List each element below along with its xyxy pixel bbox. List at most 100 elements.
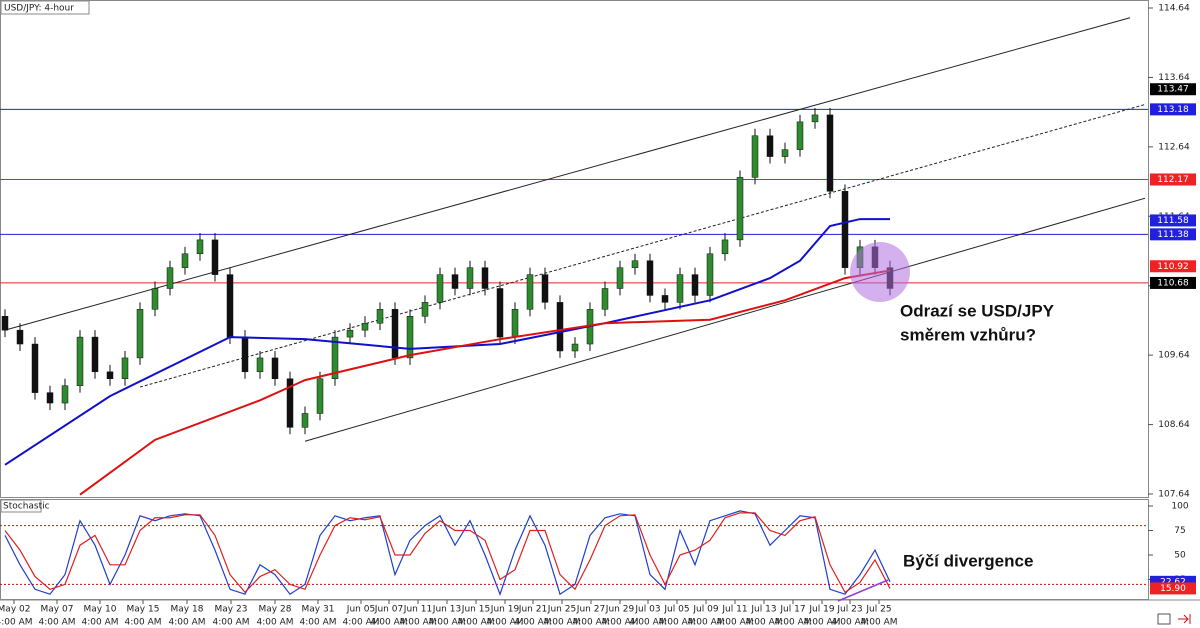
candle-body (361, 322, 369, 331)
x-tick-label: May 28 (259, 605, 292, 615)
x-tick-label: Jul 23 (836, 605, 862, 615)
candle-body (661, 295, 669, 303)
price-label-box (1150, 103, 1196, 116)
candle-body (451, 274, 459, 289)
x-tick-label: Jun 25 (547, 605, 576, 615)
candle-body (196, 239, 204, 255)
x-time-label: 4:00 AM (861, 618, 898, 628)
candle-body (526, 274, 534, 310)
candle-body (286, 378, 294, 428)
y-tick-label: 109.64 (1158, 351, 1190, 361)
x-tick-label: Jul 17 (779, 605, 805, 615)
price-pane (0, 0, 1149, 498)
x-tick-label: Jul 05 (663, 605, 689, 615)
candle-body (646, 260, 654, 296)
candle-body (766, 135, 774, 157)
x-time-label: 4:00 AM (659, 618, 696, 628)
candle-body (691, 274, 699, 296)
candle-body (841, 191, 849, 268)
x-time-label: 4:00 AM (544, 618, 581, 628)
x-tick-label: Jun 19 (490, 605, 520, 615)
x-tick-label: May 15 (127, 605, 160, 615)
price-label-box (1150, 260, 1196, 273)
candle-body (496, 288, 504, 338)
x-tick-label: Jul 25 (865, 605, 891, 615)
pane-title: Stochastic (3, 502, 50, 512)
candle-body (676, 274, 684, 303)
candle-body (46, 392, 54, 404)
candle-body (226, 274, 234, 338)
x-time-label: 4:00 AM (0, 618, 33, 628)
x-tick-label: May 07 (41, 605, 74, 615)
x-tick-label: Jul 03 (634, 605, 660, 615)
candle-body (151, 288, 159, 310)
candle-body (256, 357, 264, 373)
y-tick-label: 113.64 (1158, 73, 1190, 83)
y-tick-label: 114.64 (1158, 4, 1190, 14)
value-label: 15.90 (1160, 584, 1186, 594)
annotation: směrem vzhůru? (900, 325, 1036, 344)
x-time-label: 4:00 AM (213, 618, 250, 628)
x-tick-label: May 31 (302, 605, 335, 615)
x-time-label: 4:00 AM (429, 618, 466, 628)
candle-body (631, 260, 639, 268)
price-label: 111.38 (1157, 230, 1189, 240)
candle-body (166, 267, 174, 289)
price-label-box (1150, 173, 1196, 186)
candle-body (511, 309, 519, 338)
price-label: 111.58 (1157, 216, 1189, 226)
candle-body (436, 274, 444, 303)
x-time-label: 4:00 AM (300, 618, 337, 628)
candle-body (721, 239, 729, 255)
x-time-label: 4:00 AM (688, 618, 725, 628)
x-time-label: 4:00 AM (775, 618, 812, 628)
x-tick-label: Jul 09 (692, 605, 718, 615)
candle-body (31, 343, 39, 393)
chart-title: USD/JPY: 4-hour (4, 4, 74, 14)
candle-body (826, 114, 834, 192)
candle-body (706, 253, 714, 296)
divergence-line (837, 579, 889, 602)
x-time-label: 4:00 AM (169, 618, 206, 628)
candle-body (136, 309, 144, 359)
title-box (0, 0, 90, 15)
x-tick-label: Jun 15 (461, 605, 490, 615)
candle-body (556, 302, 564, 352)
candle-body (421, 302, 429, 317)
icon[interactable] (1178, 614, 1191, 624)
x-time-label: 4:00 AM (832, 618, 869, 628)
x-time-label: 4:00 AM (602, 618, 639, 628)
trend-line (304, 197, 1146, 442)
candle-body (481, 267, 489, 289)
trend-line (4, 17, 1131, 331)
stochastic-line (4, 512, 891, 594)
y-tick-label: 75 (1174, 526, 1185, 536)
candle-body (76, 336, 84, 386)
x-time-label: 4:00 AM (39, 618, 76, 628)
price-label: 110.68 (1157, 278, 1189, 288)
price-label: 113.18 (1157, 105, 1189, 115)
candle-body (406, 316, 414, 359)
x-tick-label: Jun 27 (576, 605, 605, 615)
x-time-label: 4:00 AM (804, 618, 841, 628)
icon[interactable] (1157, 613, 1171, 625)
price-label-box (1150, 276, 1196, 289)
candle-body (316, 378, 324, 414)
y-tick-label: 112.64 (1158, 142, 1190, 152)
candle-body (1, 316, 9, 331)
annotation: Odrazí se USD/JPY (900, 301, 1055, 320)
x-time-label: 4:00 AM (746, 618, 783, 628)
candle-body (16, 329, 24, 345)
y-tick-label: 107.64 (1158, 490, 1190, 500)
candle-body (91, 336, 99, 373)
x-tick-label: May 02 (0, 605, 30, 615)
x-tick-label: Jun 21 (518, 605, 547, 615)
candle-body (106, 371, 114, 379)
y-tick-label: 108.64 (1158, 420, 1190, 430)
candle-body (466, 267, 474, 289)
x-time-label: 4:00 AM (630, 618, 667, 628)
x-tick-label: May 18 (171, 605, 204, 615)
x-time-label: 4:00 AM (125, 618, 162, 628)
price-label: 112.17 (1157, 175, 1189, 185)
